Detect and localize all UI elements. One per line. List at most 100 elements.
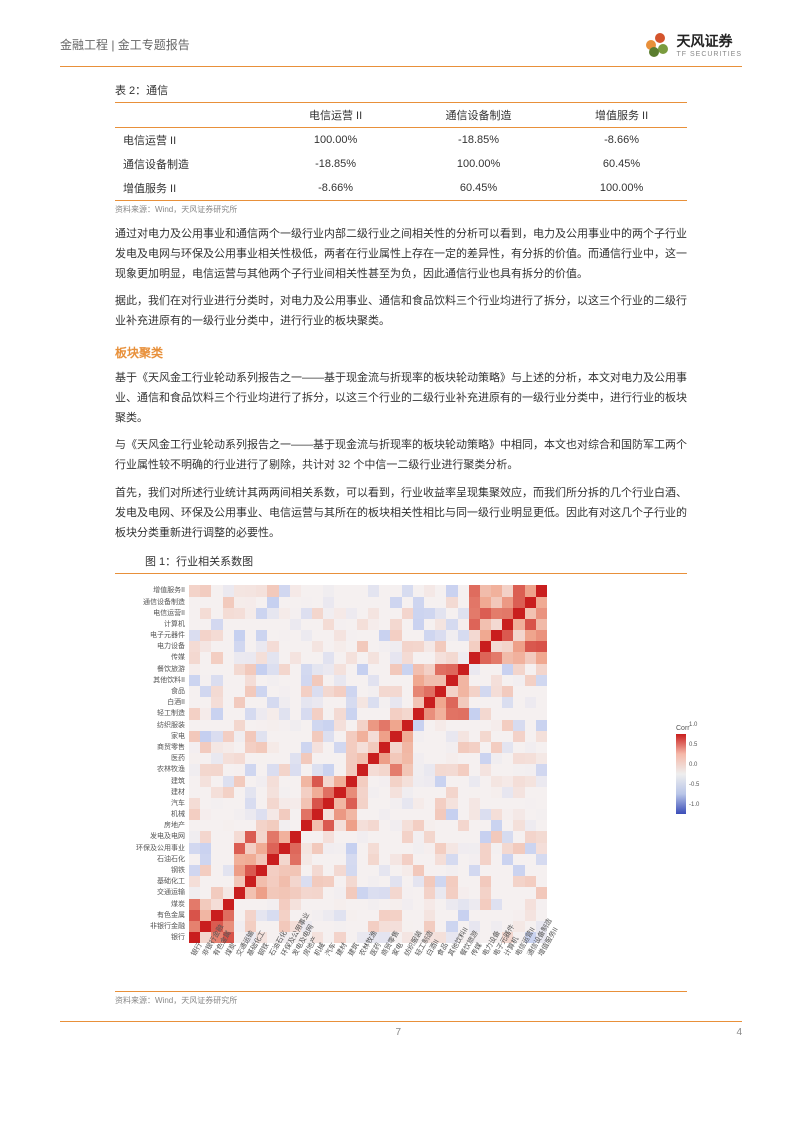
heatmap-cell [525,820,536,831]
heatmap-cell [491,720,502,731]
heatmap-cell [189,921,200,932]
heatmap-cell [424,675,435,686]
heatmap-cell [368,664,379,675]
figure-caption: 图 1：行业相关系数图 [145,553,742,569]
heatmap-cell [390,809,401,820]
heatmap-cell [234,787,245,798]
heatmap-cell [189,697,200,708]
heatmap-cell [312,764,323,775]
heatmap-cell [256,764,267,775]
colorbar-tick: 1.0 [689,722,697,728]
heatmap-cell [536,585,547,596]
heatmap-cell [435,630,446,641]
heatmap-cell [346,619,357,630]
heatmap-cell [267,619,278,630]
heatmap-cell [424,820,435,831]
heatmap-cell [200,708,211,719]
heatmap-cell [525,776,536,787]
heatmap-cell [424,787,435,798]
heatmap-cell [357,921,368,932]
heatmap-cell [368,708,379,719]
heatmap-cell [368,597,379,608]
heatmap-cell [267,742,278,753]
heatmap-cell [267,910,278,921]
heatmap-cell [525,641,536,652]
heatmap-cell [323,742,334,753]
heatmap-cell [357,608,368,619]
heatmap-cell [502,619,513,630]
heatmap-cell [267,921,278,932]
y-axis-label: 家电 [129,731,185,742]
heatmap-cell [513,697,524,708]
heatmap-cell [502,630,513,641]
heatmap-cell [379,708,390,719]
heatmap-cell [502,742,513,753]
heatmap-cell [301,708,312,719]
heatmap-cell [525,809,536,820]
correlation-table: 电信运营 II通信设备制造增值服务 II 电信运营 II100.00%-18.8… [115,102,687,201]
heatmap-cell [223,809,234,820]
heatmap-cell [446,619,457,630]
heatmap-cell [390,708,401,719]
heatmap-cell [189,619,200,630]
heatmap-cell [368,820,379,831]
heatmap-cell [435,686,446,697]
heatmap-cell [402,776,413,787]
y-axis-label: 建材 [129,787,185,798]
paragraph-5: 首先，我们对所述行业统计其两两间相关系数，可以看到，行业收益率呈现集聚效应，而我… [115,484,687,543]
heatmap-cell [458,798,469,809]
heatmap-cell [245,720,256,731]
heatmap-cell [245,865,256,876]
heatmap-cell [290,876,301,887]
heatmap-cell [536,764,547,775]
heatmap-cell [357,876,368,887]
heatmap-cell [491,652,502,663]
heatmap-cell [402,708,413,719]
heatmap-cell [267,854,278,865]
paragraph-3: 基于《天风金工行业轮动系列报告之一——基于现金流与折现率的板块轮动策略》与上述的… [115,369,687,428]
heatmap-cell [279,731,290,742]
heatmap-cell [189,831,200,842]
heatmap-cell [245,843,256,854]
heatmap-cell [245,630,256,641]
heatmap-cell [267,764,278,775]
heatmap-cell [234,899,245,910]
heatmap-cell [446,697,457,708]
heatmap-cell [469,910,480,921]
heatmap-cell [256,641,267,652]
heatmap-cell [312,597,323,608]
heatmap-cell [491,675,502,686]
heatmap-cell [189,798,200,809]
heatmap-cell [379,843,390,854]
heatmap-cell [301,753,312,764]
heatmap-cell [480,921,491,932]
heatmap-cell [234,720,245,731]
heatmap-cell [334,809,345,820]
heatmap-cell [458,597,469,608]
heatmap-cell [379,887,390,898]
heatmap-cell [189,876,200,887]
heatmap-cell [290,865,301,876]
heatmap-cell [256,798,267,809]
heatmap-cell [536,809,547,820]
heatmap-cell [211,764,222,775]
y-axis-label: 发电及电网 [129,831,185,842]
heatmap-cell [223,820,234,831]
page-header: 金融工程 | 金工专题报告 天风证券 TF SECURITIES [60,30,742,67]
heatmap-cell [502,876,513,887]
heatmap-cell [312,675,323,686]
heatmap-cell [267,675,278,686]
heatmap-cell [480,887,491,898]
heatmap-cell [525,910,536,921]
heatmap-cell [446,708,457,719]
heatmap-cell [491,776,502,787]
heatmap-cell [346,865,357,876]
heatmap-cell [200,608,211,619]
heatmap-cell [189,664,200,675]
heatmap-cell [390,854,401,865]
heatmap-cell [424,843,435,854]
heatmap-cell [413,585,424,596]
heatmap-cell [424,708,435,719]
heatmap-cell [211,798,222,809]
heatmap-cell [446,865,457,876]
